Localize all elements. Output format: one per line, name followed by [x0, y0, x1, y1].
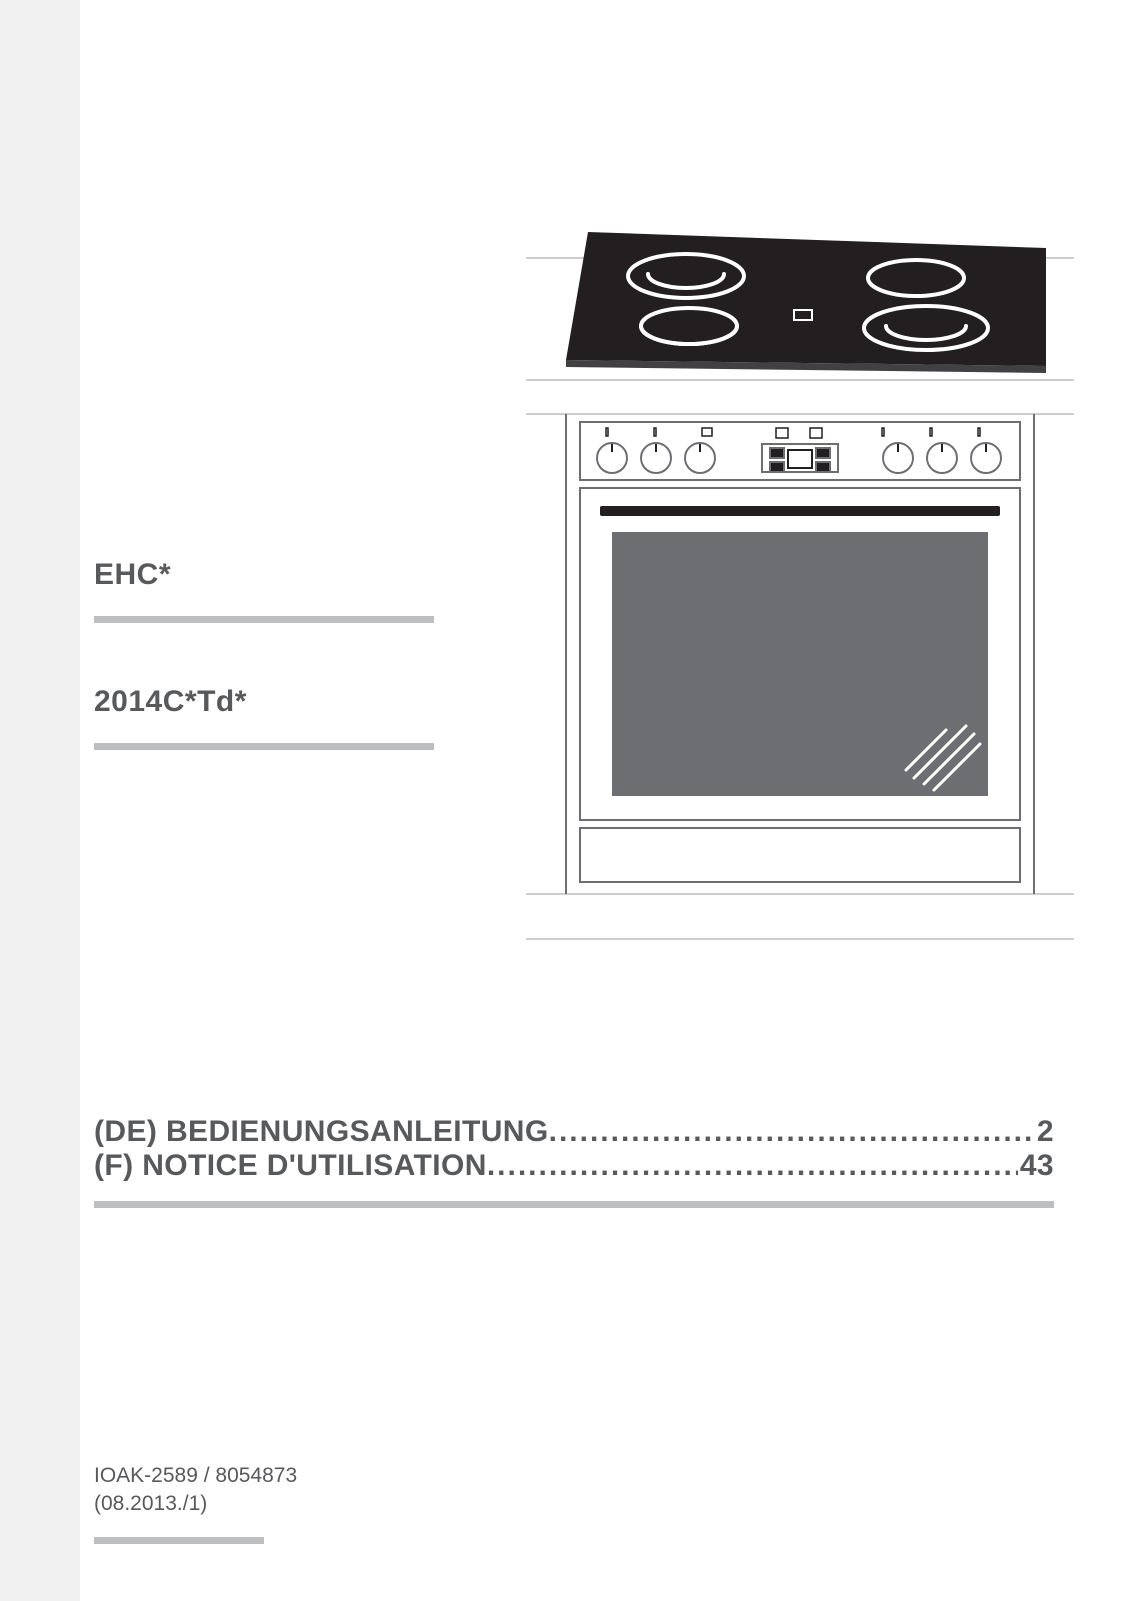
toc-entry-de: (DE) BEDIENUNGSANLEITUNG 2	[94, 1115, 1054, 1149]
figure-bottom-rule	[526, 938, 1074, 940]
divider	[94, 616, 434, 623]
toc-label: (DE) BEDIENUNGSANLEITUNG	[94, 1115, 549, 1149]
model-code-2: 2014C*Td*	[94, 685, 434, 719]
toc-entry-fr: (F) NOTICE D'UTILISATION 43	[94, 1149, 1054, 1183]
toc-label: (F) NOTICE D'UTILISATION	[94, 1149, 487, 1183]
toc: (DE) BEDIENUNGSANLEITUNG 2 (F) NOTICE D'…	[94, 1115, 1054, 1208]
toc-page: 2	[1035, 1115, 1054, 1149]
toc-dots	[549, 1115, 1035, 1149]
divider	[94, 743, 434, 750]
left-margin-band	[0, 0, 80, 1601]
toc-page: 43	[1018, 1149, 1054, 1183]
toc-dots	[487, 1149, 1018, 1183]
model-block-1: EHC*	[94, 558, 434, 623]
model-code-1: EHC*	[94, 558, 434, 592]
model-block-2: 2014C*Td*	[94, 685, 434, 750]
document-id: IOAK-2589 / 8054873 (08.2013./1)	[94, 1462, 1074, 1544]
doc-id-line1: IOAK-2589 / 8054873	[94, 1462, 1074, 1490]
oven-illustration	[526, 218, 1074, 923]
divider	[94, 1537, 264, 1544]
doc-id-line2: (08.2013./1)	[94, 1490, 1074, 1518]
divider	[94, 1201, 1054, 1208]
